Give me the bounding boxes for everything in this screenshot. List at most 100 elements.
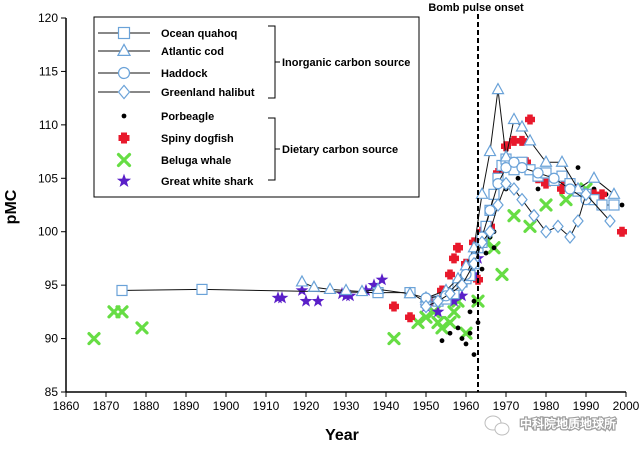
data-point bbox=[564, 230, 576, 244]
data-point bbox=[555, 155, 569, 167]
y-tick-label: 115 bbox=[39, 64, 58, 78]
data-point bbox=[552, 219, 564, 234]
data-point bbox=[443, 315, 457, 330]
x-tick-label: 1940 bbox=[373, 399, 400, 413]
data-point bbox=[475, 187, 489, 199]
data-point bbox=[508, 156, 520, 168]
data-point bbox=[447, 294, 461, 307]
legend-marker-great-white-shark bbox=[116, 173, 132, 187]
data-point bbox=[604, 214, 616, 228]
x-tick-label: 1880 bbox=[133, 399, 160, 413]
data-point bbox=[431, 305, 445, 318]
legend-marker-greenland-halibut bbox=[117, 84, 131, 100]
x-tick-label: 1930 bbox=[333, 399, 360, 413]
data-point bbox=[564, 183, 576, 195]
x-tick-label: 1980 bbox=[533, 399, 560, 413]
data-point bbox=[419, 310, 433, 324]
data-point bbox=[339, 283, 353, 296]
x-tick-label: 1970 bbox=[493, 399, 520, 413]
legend-label: Great white shark bbox=[161, 176, 254, 188]
legend-label: Porbeagle bbox=[161, 111, 214, 123]
legend-label: Ocean quahoq bbox=[161, 28, 237, 40]
data-point bbox=[455, 325, 461, 331]
data-point bbox=[116, 284, 128, 297]
legend-label: Haddock bbox=[161, 68, 208, 80]
group-label: Inorganic carbon source bbox=[282, 57, 410, 69]
data-point bbox=[515, 119, 529, 132]
group-label: Dietary carbon source bbox=[282, 144, 398, 156]
data-point bbox=[572, 214, 584, 228]
y-axis-title: pMC bbox=[3, 189, 20, 224]
data-point bbox=[483, 250, 489, 256]
x-tick-label: 1860 bbox=[53, 399, 80, 413]
data-point bbox=[619, 202, 625, 208]
legend-label: Atlantic cod bbox=[161, 46, 224, 58]
data-point bbox=[87, 331, 101, 346]
data-point bbox=[467, 309, 473, 315]
data-point bbox=[432, 294, 444, 309]
data-point bbox=[403, 286, 417, 299]
data-point bbox=[467, 330, 473, 336]
legend-marker-atlantic-cod bbox=[116, 43, 132, 57]
data-point bbox=[439, 338, 445, 344]
data-point bbox=[367, 278, 381, 291]
x-tick-label: 1900 bbox=[213, 399, 240, 413]
data-point bbox=[387, 331, 401, 346]
series-beluga-whale bbox=[87, 182, 593, 346]
y-tick-label: 90 bbox=[45, 332, 59, 346]
data-point bbox=[548, 172, 560, 184]
data-point bbox=[449, 253, 459, 264]
watermark: 中科院地质地球所 bbox=[484, 415, 617, 436]
legend-marker-beluga-whale bbox=[116, 152, 132, 168]
data-point bbox=[508, 182, 520, 196]
data-point bbox=[447, 330, 453, 336]
bomb-pulse-label: Bomb pulse onset bbox=[428, 2, 524, 14]
legend-marker-porbeagle bbox=[121, 113, 127, 119]
data-point bbox=[580, 187, 592, 202]
data-point bbox=[444, 286, 456, 301]
data-point bbox=[515, 175, 521, 181]
data-point bbox=[528, 208, 540, 223]
data-point bbox=[484, 204, 496, 216]
data-point bbox=[495, 267, 509, 282]
data-point bbox=[295, 274, 309, 287]
data-point bbox=[311, 294, 325, 307]
data-point bbox=[539, 155, 553, 167]
axes: 1860 1870 1880 1890 1900 1910 1920 1930 1940 1950… bbox=[38, 11, 640, 413]
data-point bbox=[471, 294, 485, 308]
data-point bbox=[491, 82, 505, 95]
x-tick-label: 1870 bbox=[93, 399, 120, 413]
data-point bbox=[343, 289, 357, 302]
watermark-text: 中科院地质地球所 bbox=[520, 416, 616, 431]
data-point bbox=[196, 283, 208, 296]
data-point bbox=[507, 112, 521, 125]
data-point bbox=[445, 269, 455, 280]
data-point bbox=[467, 240, 481, 253]
y-tick-label: 105 bbox=[38, 171, 58, 185]
y-tick-label: 120 bbox=[38, 11, 58, 25]
data-point bbox=[456, 278, 468, 293]
y-tick-label: 85 bbox=[45, 385, 59, 399]
wechat-icon bbox=[484, 415, 510, 436]
series-greenland-halibut bbox=[420, 176, 616, 314]
data-point bbox=[468, 256, 480, 271]
data-point bbox=[455, 289, 469, 302]
x-tick-label: 1990 bbox=[573, 399, 600, 413]
x-tick-label: 1920 bbox=[293, 399, 320, 413]
data-point bbox=[559, 193, 573, 207]
data-point bbox=[608, 199, 620, 211]
data-point bbox=[516, 192, 528, 207]
legend-box bbox=[93, 16, 420, 198]
x-tick-label: 1960 bbox=[453, 399, 480, 413]
data-point bbox=[535, 186, 541, 192]
data-point bbox=[389, 301, 399, 312]
legend-marker-ocean-quahoq bbox=[117, 26, 131, 40]
data-point bbox=[115, 305, 129, 319]
legend-marker-spiny-dogfish bbox=[118, 132, 130, 144]
data-point bbox=[523, 133, 537, 146]
data-point bbox=[295, 283, 309, 296]
y-tick-label: 100 bbox=[38, 225, 58, 239]
plot-area bbox=[87, 14, 627, 392]
data-point bbox=[447, 305, 461, 319]
